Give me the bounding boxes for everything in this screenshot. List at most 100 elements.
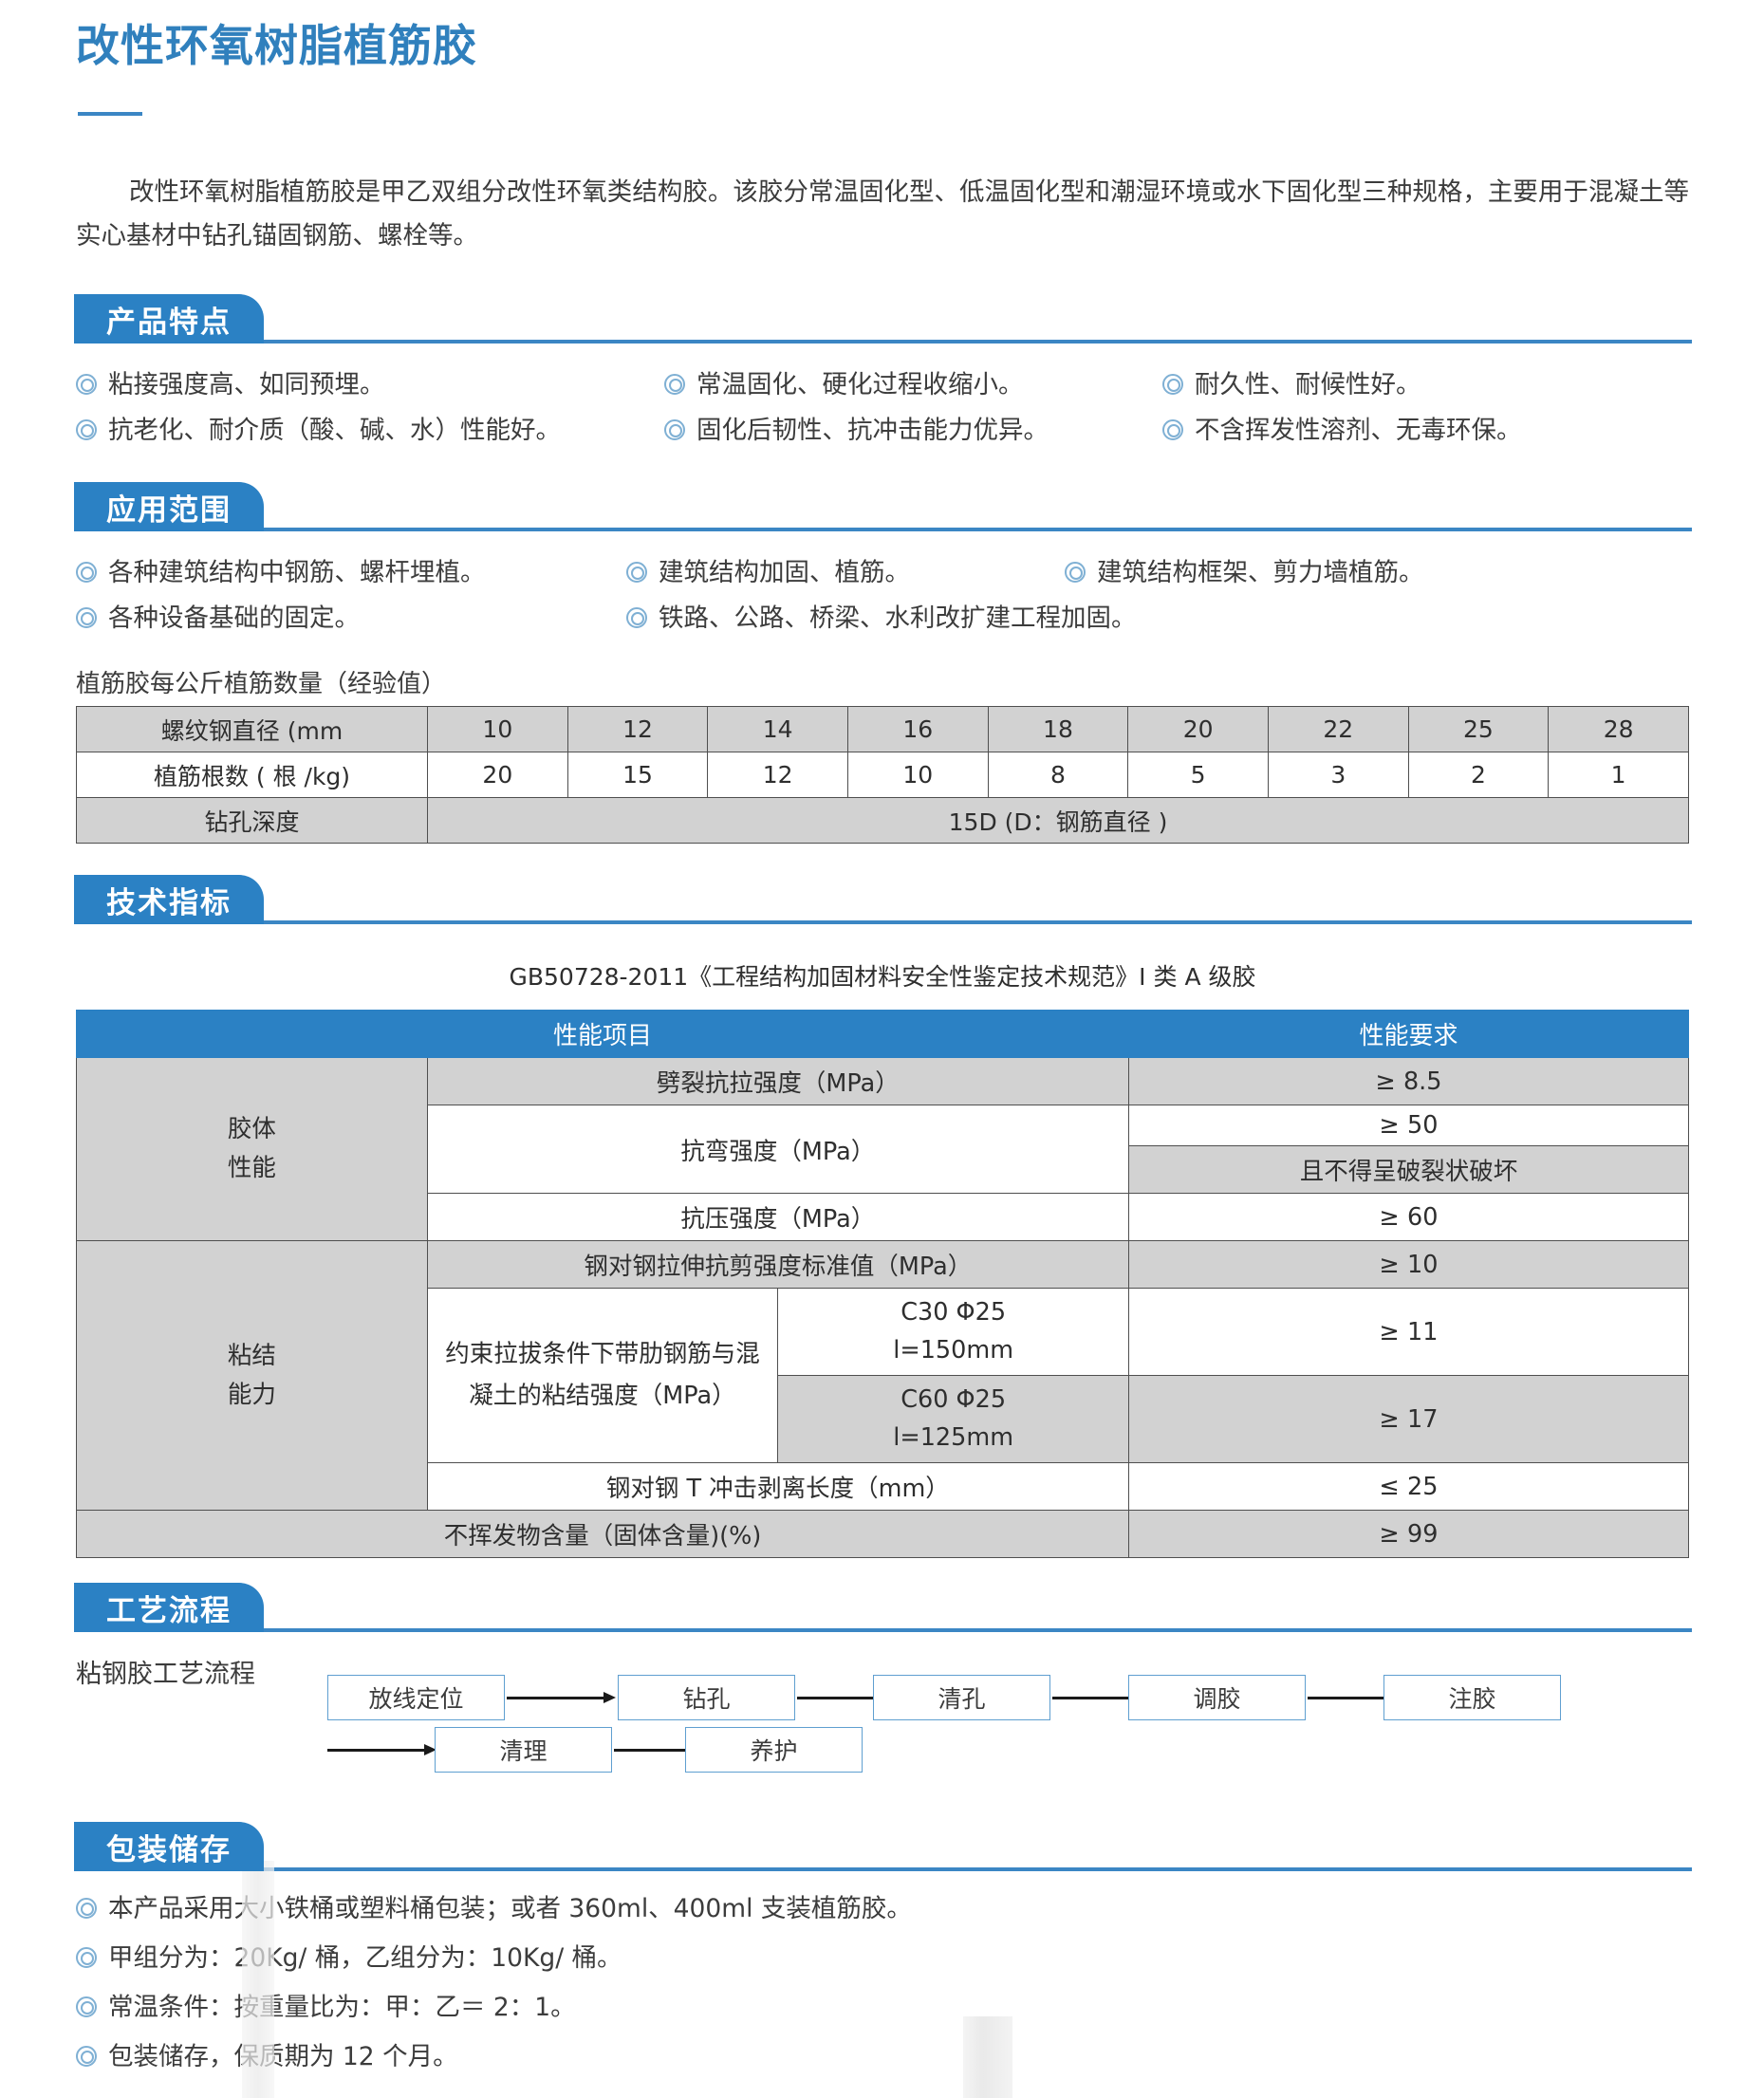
category-line-1: 粘结 [227, 1341, 276, 1370]
section-rule [74, 528, 1692, 531]
section-header-tech: 技术指标 [74, 875, 1692, 924]
flow-node-1[interactable]: 放线定位 [327, 1675, 505, 1720]
table-row: 粘结 能力 钢对钢拉伸抗剪强度标准值（MPa） ≥ 10 [76, 1239, 1689, 1512]
list-item: 各种设备基础的固定。 [76, 596, 360, 641]
cell: 20 [1127, 706, 1269, 752]
dosage-table: 螺纹钢直径 (mm 10 12 14 16 18 20 22 25 28 植筋根… [76, 706, 1689, 844]
condition-line-1: C60 Φ25 [901, 1385, 1007, 1415]
application-row-1: 各种建筑结构中钢筋、螺杆埋植。 建筑结构加固、植筋。 建筑结构框架、剪力墙植筋。 [76, 550, 1694, 596]
cell: 5 [1127, 752, 1269, 798]
flow-arrow-1 [507, 1692, 616, 1703]
flow-node-6[interactable]: 清理 [435, 1727, 612, 1773]
table-row: 抗压强度（MPa） ≥ 60 [77, 1193, 1689, 1241]
double-circle-bullet-icon [76, 1947, 97, 1968]
column-header-item: 性能项目 [76, 1010, 1129, 1058]
flow-node-4[interactable]: 调胶 [1128, 1675, 1306, 1720]
cell-item: 不挥发物含量（固体含量)(%) [76, 1510, 1129, 1559]
list-item-label: 建筑结构加固、植筋。 [659, 558, 910, 587]
category-line-2: 能力 [227, 1380, 276, 1409]
list-item-label: 本产品采用大小铁桶或塑料桶包装；或者 360ml、400ml 支装植筋胶。 [108, 1894, 912, 1923]
cell-requirement: ≥ 99 [1128, 1510, 1689, 1559]
packaging-list: 本产品采用大小铁桶或塑料桶包装；或者 360ml、400ml 支装植筋胶。 甲组… [76, 1886, 1694, 2084]
table-row: 胶体 性能 劈裂抗拉强度（MPa） ≥ 8.5 [76, 1057, 1689, 1241]
list-item: 各种建筑结构中钢筋、螺杆埋植。 [76, 550, 486, 596]
features-list: 粘接强度高、如同预埋。 常温固化、硬化过程收缩小。 耐久性、耐候性好。 抗老化、… [76, 362, 1694, 454]
cell-item: 钢对钢 T 冲击剥离长度（mm） [426, 1462, 1130, 1512]
section-header-application: 应用范围 [74, 482, 1692, 531]
condition-line-2: l=150mm [893, 1335, 1014, 1365]
list-item: 甲组分为：20Kg/ 桶，乙组分为：10Kg/ 桶。 [76, 1936, 1694, 1985]
row-header-diameter: 螺纹钢直径 (mm [76, 706, 428, 752]
cell: 28 [1548, 706, 1689, 752]
list-item-label: 抗老化、耐介质（酸、碱、水）性能好。 [108, 416, 561, 445]
row-header-count: 植筋根数 ( 根 /kg) [76, 752, 428, 798]
list-item: 包装储存，保质期为 12 个月。 [76, 2034, 1694, 2084]
flow-chart-caption: 粘钢胶工艺流程 [76, 1660, 255, 1689]
features-row-2: 抗老化、耐介质（酸、碱、水）性能好。 固化后韧性、抗冲击能力优异。 不含挥发性溶… [76, 408, 1694, 454]
flow-node-7[interactable]: 养护 [685, 1727, 863, 1773]
cell-condition: C60 Φ25 l=125mm [777, 1375, 1129, 1464]
flow-arrow-5 [327, 1744, 436, 1755]
cell: 12 [566, 706, 709, 752]
features-row-1: 粘接强度高、如同预埋。 常温固化、硬化过程收缩小。 耐久性、耐候性好。 [76, 362, 1694, 408]
double-circle-bullet-icon [76, 374, 97, 395]
list-item: 常温条件：按重量比为：甲：乙＝ 2：1。 [76, 1985, 1694, 2034]
list-item-label: 铁路、公路、桥梁、水利改扩建工程加固。 [659, 603, 1137, 633]
double-circle-bullet-icon [664, 419, 685, 440]
cell: 10 [846, 752, 989, 798]
cell-item: 抗弯强度（MPa） [426, 1105, 1130, 1194]
cell-item: 劈裂抗拉强度（MPa） [426, 1057, 1130, 1105]
double-circle-bullet-icon [1162, 374, 1183, 395]
double-circle-bullet-icon [76, 2046, 97, 2067]
page-title: 改性环氧树脂植筋胶 [76, 20, 477, 71]
table-row: 螺纹钢直径 (mm 10 12 14 16 18 20 22 25 28 [76, 706, 1689, 752]
cell-item: 钢对钢拉伸抗剪强度标准值（MPa） [426, 1240, 1130, 1289]
category-line-2: 性能 [227, 1154, 276, 1182]
section-title-application: 应用范围 [74, 482, 264, 531]
cell-requirement: ≥ 17 [1128, 1375, 1689, 1464]
section-rule [74, 340, 1692, 343]
cell-requirement: ≥ 50 [1128, 1105, 1689, 1146]
list-item: 耐久性、耐候性好。 [1162, 362, 1421, 408]
flow-node-2[interactable]: 钻孔 [618, 1675, 795, 1720]
list-item-label: 粘接强度高、如同预埋。 [108, 370, 385, 399]
flow-node-3[interactable]: 清孔 [873, 1675, 1050, 1720]
section-title-features: 产品特点 [74, 294, 264, 343]
intro-paragraph: 改性环氧树脂植筋胶是甲乙双组分改性环氧类结构胶。该胶分常温固化型、低温固化型和潮… [76, 177, 1689, 251]
double-circle-bullet-icon [664, 374, 685, 395]
table-row: C60 Φ25 l=125mm ≥ 17 [77, 1375, 1689, 1464]
application-row-2: 各种设备基础的固定。 铁路、公路、桥梁、水利改扩建工程加固。 [76, 596, 1694, 641]
double-circle-bullet-icon [1065, 562, 1086, 583]
list-item-label: 不含挥发性溶剂、无毒环保。 [1195, 416, 1522, 445]
category-line-1: 胶体 [227, 1115, 276, 1144]
cell-item: 抗压强度（MPa） [426, 1193, 1130, 1241]
condition-line-1: C30 Φ25 [901, 1298, 1007, 1327]
section-rule [74, 920, 1692, 924]
cell: 18 [987, 706, 1129, 752]
page-edge-artifact-secondary [242, 1861, 274, 2098]
cell-requirement: ≥ 10 [1128, 1240, 1689, 1289]
double-circle-bullet-icon [76, 1898, 97, 1919]
cell: 1 [1548, 752, 1689, 798]
cell: 14 [707, 706, 848, 752]
table-row: 约束拉拔条件下带肋钢筋与混凝土的粘结强度（MPa） C30 Φ25 l=150m… [77, 1287, 1689, 1464]
table-row: 钢对钢 T 冲击剥离长度（mm） ≤ 25 [77, 1462, 1689, 1512]
flow-node-5[interactable]: 注胶 [1383, 1675, 1561, 1720]
table-row: 钻孔深度 15D (D：钢筋直径 ) [76, 797, 1689, 844]
section-title-tech: 技术指标 [74, 875, 264, 924]
cell-depth-value: 15D (D：钢筋直径 ) [427, 797, 1689, 844]
application-list: 各种建筑结构中钢筋、螺杆埋植。 建筑结构加固、植筋。 建筑结构框架、剪力墙植筋。… [76, 550, 1694, 641]
technical-indicators-table: 性能项目 性能要求 胶体 性能 劈裂抗拉强度（MPa） ≥ 8.5 抗弯强度（M… [76, 1010, 1689, 1559]
cell: 15 [566, 752, 709, 798]
list-item-label: 各种设备基础的固定。 [108, 603, 360, 633]
cell: 16 [846, 706, 989, 752]
list-item-label: 常温固化、硬化过程收缩小。 [696, 370, 1024, 399]
cell: 22 [1267, 706, 1409, 752]
column-header-requirement: 性能要求 [1128, 1010, 1689, 1058]
double-circle-bullet-icon [76, 607, 97, 628]
condition-line-2: l=125mm [893, 1422, 1014, 1452]
row-header-depth: 钻孔深度 [76, 797, 428, 844]
cell: 25 [1407, 706, 1550, 752]
double-circle-bullet-icon [626, 607, 647, 628]
